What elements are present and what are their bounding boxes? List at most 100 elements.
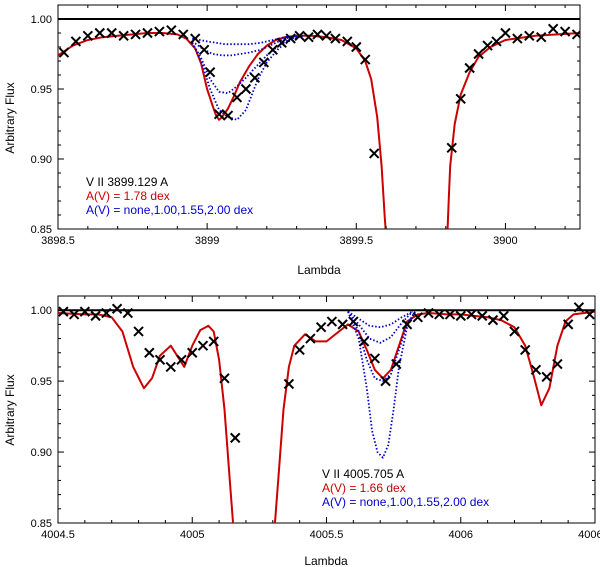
bottom-observed-point [552, 358, 563, 370]
bottom-x-axis-title: Lambda [304, 554, 348, 567]
top-observed-point [571, 29, 580, 40]
bottom-series-4-dotted [347, 311, 416, 459]
top-panel: 3898.5 3899 3899.5 3900 0.85 0.90 0.95 1.00 Lam… [3, 4, 581, 277]
top-x-tick-label: 3898.5 [41, 235, 75, 247]
top-observed-point [231, 92, 243, 103]
top-observed-point [294, 30, 305, 42]
bottom-observed-point [122, 307, 134, 319]
top-observed-point [303, 31, 314, 43]
top-observed-point [464, 62, 475, 74]
top-series-0-fit [58, 32, 580, 229]
bottom-observed-point [197, 340, 209, 351]
top-observed-point [312, 29, 323, 40]
bottom-observed-point [509, 326, 520, 337]
top-y-tick-label: 0.90 [31, 154, 52, 166]
bottom-panel: 4004.5 4005 4005.5 4006 4006.5 0.85 0.90 0.95 1.… [3, 295, 600, 567]
bottom-observed-point [165, 361, 176, 373]
top-x-tick-label: 3899 [195, 235, 219, 247]
bottom-observed-point [133, 326, 144, 337]
bottom-observed-point [176, 354, 187, 366]
bottom-y-tick-label: 0.85 [31, 518, 52, 530]
bottom-observed-point [79, 306, 91, 317]
top-observed-point [58, 47, 70, 58]
bottom-plot-area [58, 302, 595, 523]
top-observed-point [473, 48, 484, 60]
bottom-observed-point [348, 316, 359, 327]
top-observed-point [204, 66, 216, 78]
top-observed-point [213, 108, 225, 120]
top-observed-point [240, 83, 252, 95]
top-annotation-fit: A(V) = 1.78 dex [86, 189, 170, 203]
bottom-observed-point [477, 310, 488, 322]
top-observed-point [94, 27, 105, 39]
bottom-y-tick-label: 1.00 [31, 305, 52, 317]
bottom-observed-point [573, 302, 585, 313]
top-observed-point [258, 57, 270, 68]
bottom-x-tick-label: 4004.5 [41, 529, 75, 541]
top-x-axis-title: Lambda [297, 263, 341, 277]
top-observed-point [342, 36, 353, 47]
top-observed-point [285, 33, 296, 44]
bottom-x-tick-label: 4006.5 [578, 529, 600, 541]
top-series-group [58, 18, 580, 229]
bottom-observed-point [111, 303, 123, 314]
bottom-observed-point [283, 378, 295, 390]
bottom-observed-point [208, 336, 219, 347]
bottom-axis-ticks: 4004.5 4005 4005.5 4006 4006.5 0.85 0.90 0.95 1.… [31, 295, 600, 541]
top-observed-point [368, 148, 380, 159]
top-observed-point [512, 33, 523, 44]
bottom-observed-point [498, 310, 509, 322]
top-observed-point [482, 40, 493, 51]
bottom-observed-point [294, 344, 305, 356]
bottom-observed-point [68, 309, 80, 320]
bottom-series-2-dotted [347, 310, 414, 344]
top-plot-area [58, 18, 580, 229]
bottom-observed-point [487, 314, 499, 326]
top-y-axis-title: Arbitrary Flux [3, 82, 17, 153]
top-series-4-dotted [191, 34, 303, 121]
bottom-observed-point [541, 371, 552, 383]
top-observed-point [82, 30, 94, 42]
top-observed-point [249, 72, 261, 84]
top-observed-point [142, 27, 153, 39]
top-observed-point [154, 26, 165, 37]
bottom-y-tick-label: 0.95 [31, 376, 52, 388]
bottom-x-tick-label: 4005.5 [310, 529, 344, 541]
bottom-observed-point [584, 309, 595, 320]
top-axis-ticks: 3898.5 3899 3899.5 3900 0.85 0.90 0.95 1.00 [31, 4, 580, 247]
bottom-observed-point [154, 354, 166, 366]
bottom-series-group [58, 302, 595, 523]
top-observed-point [190, 33, 201, 44]
bottom-observed-point [423, 307, 434, 319]
bottom-observed-point [380, 375, 391, 387]
bottom-observed-point [562, 319, 574, 330]
bottom-observed-point [101, 307, 112, 319]
top-observed-point [446, 142, 457, 154]
top-observed-point [330, 33, 341, 44]
bottom-observed-point [466, 309, 477, 320]
top-x-tick-label: 3899.5 [339, 235, 373, 247]
top-observed-point [321, 30, 332, 42]
top-observed-point [360, 54, 371, 65]
bottom-series-1-dotted [347, 310, 413, 329]
bottom-series-0-fit [58, 310, 595, 523]
top-observed-point [70, 36, 82, 47]
bottom-observed-point [391, 358, 402, 370]
top-observed-point [222, 110, 234, 121]
top-observed-point [455, 93, 466, 105]
bottom-observed-point [530, 364, 542, 375]
bottom-observed-point [315, 322, 327, 333]
top-series-2-dotted [191, 34, 297, 57]
bottom-observed-point [305, 333, 316, 344]
top-observed-point [536, 31, 547, 43]
bottom-observed-point [369, 353, 381, 364]
bottom-observed-point [90, 310, 101, 322]
bottom-observed-point [326, 316, 338, 327]
top-observed-point [198, 44, 210, 56]
bottom-x-tick-label: 4005 [180, 529, 204, 541]
bottom-observed-point [230, 432, 241, 444]
bottom-annotation-line: V II 4005.705 A [322, 467, 404, 481]
bottom-annotation-models: A(V) = none,1.00,1.55,2.00 dex [322, 495, 489, 509]
top-y-tick-label: 0.85 [31, 224, 52, 236]
bottom-annotation-fit: A(V) = 1.66 dex [322, 481, 406, 495]
